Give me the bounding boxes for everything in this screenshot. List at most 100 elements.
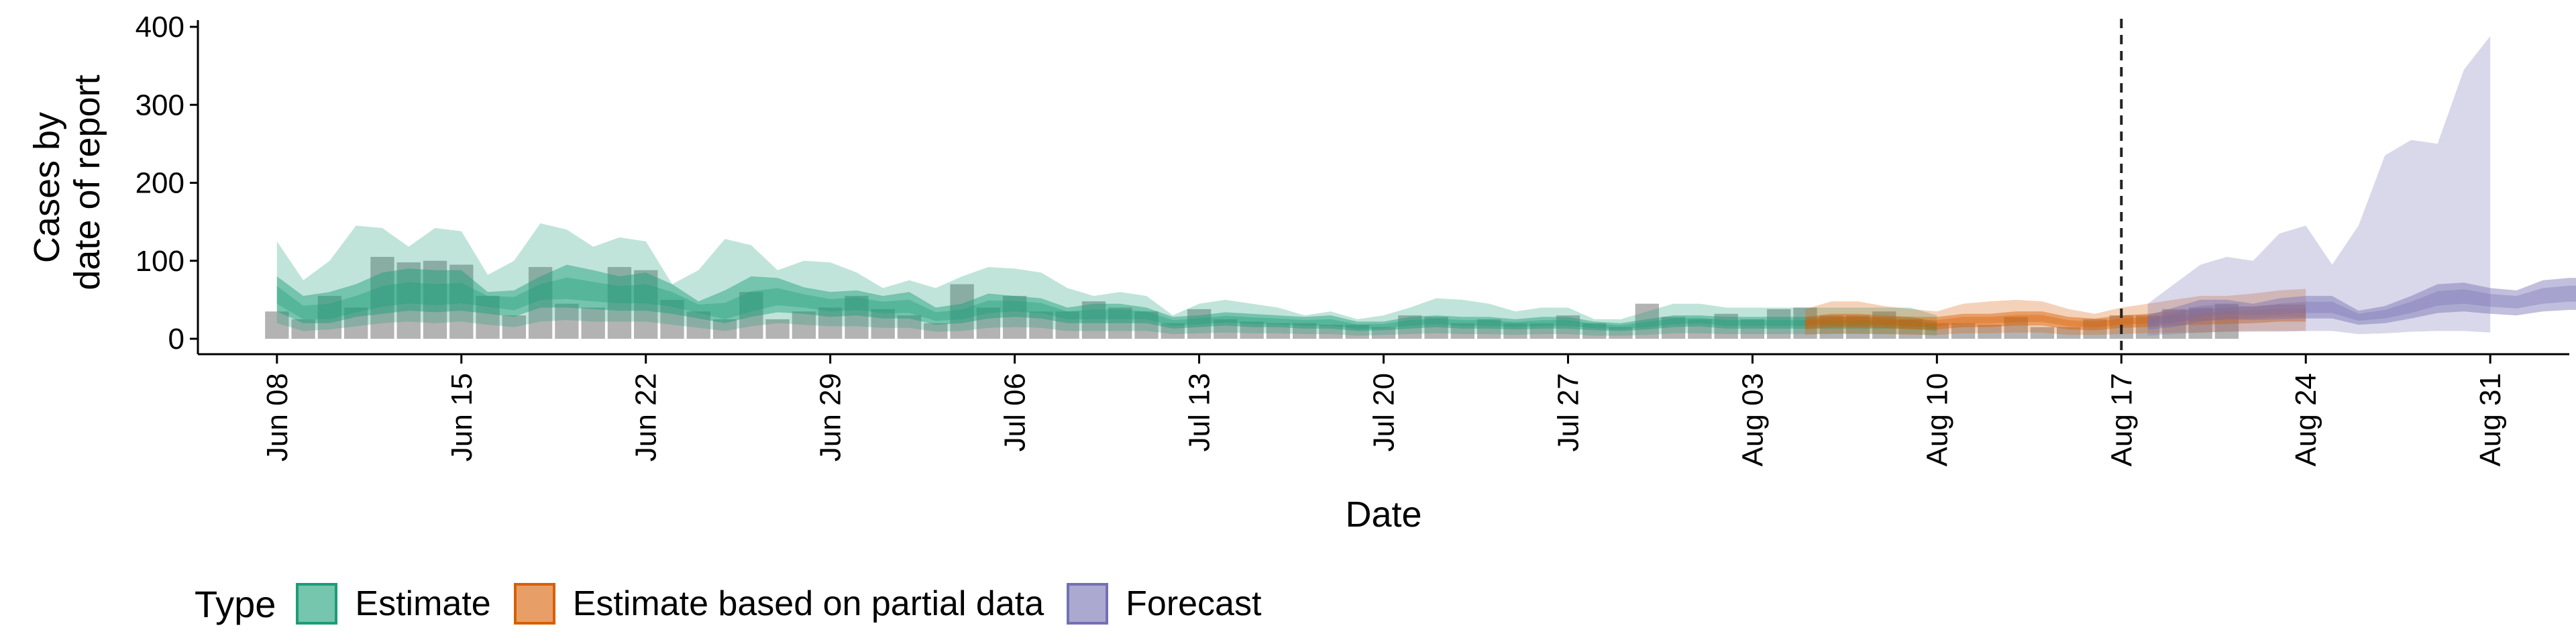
legend-title: Type xyxy=(195,582,276,625)
x-tick-label: Jun 29 xyxy=(814,373,847,462)
observed-bar xyxy=(1161,323,1185,339)
observed-bar xyxy=(555,303,579,339)
observed-bar xyxy=(1951,323,1976,339)
x-tick-label: Aug 24 xyxy=(2290,373,2322,466)
y-axis: 0 100 200 300 400 xyxy=(136,11,199,356)
partial-band-90 xyxy=(1805,288,2306,335)
legend-item-forecast: Forecast xyxy=(1067,583,1261,625)
observed-bar xyxy=(634,270,658,339)
x-tick-label: Jun 22 xyxy=(630,373,663,462)
legend-item-partial: Estimate based on partial data xyxy=(513,583,1044,625)
observed-bar xyxy=(1187,309,1212,339)
observed-bar xyxy=(370,256,394,339)
observed-bar xyxy=(1582,323,1607,339)
observed-bar xyxy=(2083,319,2107,339)
partial-band-50 xyxy=(1805,304,2306,331)
observed-bar xyxy=(476,296,500,339)
x-axis-title: Date xyxy=(1345,494,1421,535)
y-ticks: 0 100 200 300 400 xyxy=(136,11,198,356)
observed-bars xyxy=(265,256,2239,339)
observed-bar xyxy=(265,311,289,339)
y-axis-title: Cases by date of report xyxy=(27,74,107,290)
forecast-band-50 xyxy=(2147,278,2576,330)
estimate-band-50 xyxy=(276,264,1937,331)
observed-bar xyxy=(449,264,474,339)
y-axis-title-line-2: date of report xyxy=(67,74,107,290)
observed-bar xyxy=(765,319,790,339)
observed-bar xyxy=(502,315,527,339)
observed-bar xyxy=(2188,307,2212,339)
y-tick-label: 0 xyxy=(168,323,184,356)
x-tick-label: Aug 17 xyxy=(2105,373,2138,466)
observed-bar xyxy=(581,307,605,339)
series-bands xyxy=(276,36,2576,336)
observed-bar xyxy=(1503,323,1527,339)
observed-bar xyxy=(2057,327,2081,339)
observed-bar xyxy=(1766,309,1791,339)
observed-bar xyxy=(317,296,342,339)
observed-bar xyxy=(528,267,553,339)
observed-bar xyxy=(1319,325,1343,339)
observed-bar xyxy=(1845,315,1870,339)
observed-bar xyxy=(1029,311,1053,339)
x-axis: Jun 08 Jun 15 Jun 22 Jun 29 Jul 06 Jul 13 Jul … xyxy=(198,353,2569,466)
observed-bar xyxy=(1214,319,1238,339)
y-tick-label: 200 xyxy=(136,167,184,200)
observed-bar xyxy=(291,319,315,339)
observed-bar xyxy=(818,307,843,339)
observed-bar xyxy=(1081,301,1106,339)
legend-label-partial: Estimate based on partial data xyxy=(572,584,1044,623)
x-tick-label: Aug 10 xyxy=(1921,373,1953,466)
x-tick-label: Aug 31 xyxy=(2474,373,2507,466)
observed-bar xyxy=(1266,323,1291,339)
observed-bar xyxy=(2004,317,2028,339)
legend-item-estimate: Estimate xyxy=(296,583,491,625)
x-tick-label: Jul 20 xyxy=(1368,373,1401,451)
observed-bar xyxy=(897,315,922,339)
legend-key-forecast xyxy=(1067,583,1109,625)
observed-bar xyxy=(712,319,737,339)
forecast-band-inner xyxy=(2147,285,2576,327)
observed-bar xyxy=(1898,319,1923,339)
observed-bar xyxy=(1635,303,1659,339)
observed-bar xyxy=(871,309,895,339)
observed-bar xyxy=(1714,313,1738,339)
observed-bar xyxy=(1529,323,1554,339)
observed-bar xyxy=(1108,307,1132,339)
estimate-band-inner xyxy=(276,277,1937,329)
observed-bar xyxy=(1688,319,1712,339)
x-ticks: Jun 08 Jun 15 Jun 22 Jun 29 Jul 06 Jul 13 Jul … xyxy=(261,354,2507,466)
forecast-band-90 xyxy=(2147,36,2491,336)
legend-label-estimate: Estimate xyxy=(355,584,491,623)
observed-bar xyxy=(1292,323,1317,339)
x-tick-label: Jul 27 xyxy=(1552,373,1585,451)
observed-bar xyxy=(1661,317,1686,339)
observed-bar xyxy=(1240,321,1264,339)
observed-bar xyxy=(1609,327,1633,339)
observed-bar xyxy=(1925,323,1949,339)
legend-key-estimate xyxy=(296,583,338,625)
observed-bar xyxy=(1055,311,1079,339)
legend-key-partial xyxy=(513,583,555,625)
x-tick-label: Jul 13 xyxy=(1183,373,1216,451)
observed-bar xyxy=(1345,325,1369,339)
observed-bar xyxy=(423,260,447,339)
observed-bar xyxy=(792,311,816,339)
observed-bar xyxy=(1002,296,1027,339)
observed-bar xyxy=(1872,311,1896,339)
observed-bar xyxy=(660,299,684,339)
observed-bar xyxy=(396,262,421,339)
observed-bar xyxy=(739,292,763,339)
observed-bar xyxy=(1556,315,1580,339)
legend-label-forecast: Forecast xyxy=(1126,584,1262,623)
observed-bar xyxy=(1819,315,1843,339)
x-tick-label: Jul 06 xyxy=(999,373,1032,451)
observed-bar xyxy=(1740,319,1765,339)
observed-bar xyxy=(607,267,632,339)
observed-bar xyxy=(924,323,948,339)
observed-bar xyxy=(1424,317,1448,339)
legend: Type Estimate Estimate based on partial … xyxy=(195,574,1284,634)
estimate-band-90 xyxy=(276,223,1937,336)
observed-bar xyxy=(1134,311,1159,339)
y-tick-label: 300 xyxy=(136,89,184,121)
